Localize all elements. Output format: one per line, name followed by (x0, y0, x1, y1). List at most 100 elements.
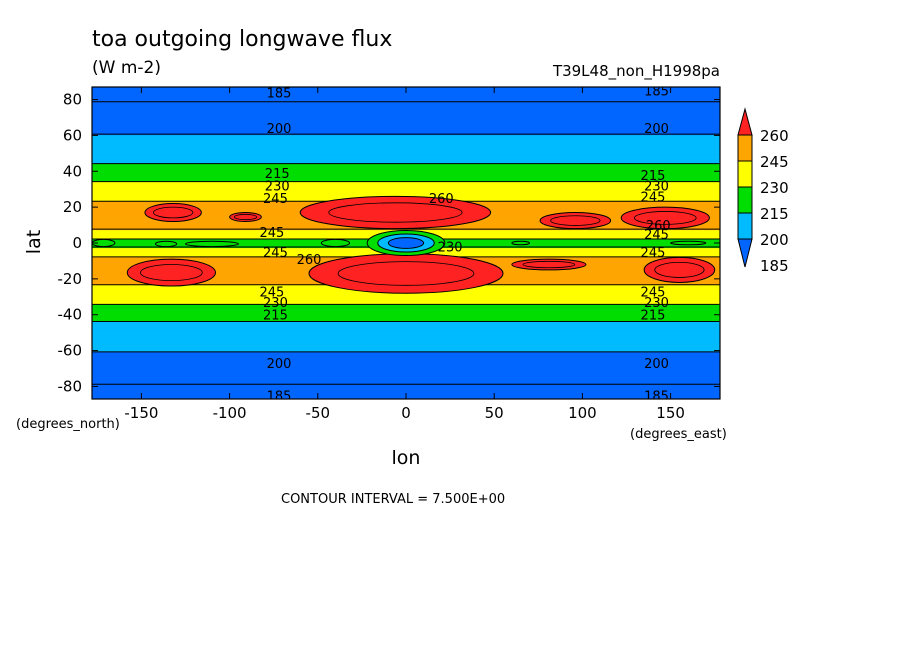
chart-units: (W m-2) (92, 58, 161, 78)
lat-band (92, 349, 720, 352)
y-tick-label: -80 (58, 377, 83, 395)
lat-band (92, 334, 720, 336)
lat-band (92, 158, 720, 161)
lat-band (92, 373, 720, 375)
lat-band (92, 366, 720, 369)
lat-band (92, 307, 720, 310)
cool-region (155, 240, 178, 248)
lat-band (92, 112, 720, 114)
lat-band (92, 385, 720, 388)
lat-band (92, 182, 720, 185)
y-tick-label: -60 (58, 342, 83, 360)
lat-band (92, 339, 720, 342)
lat-band (92, 121, 720, 123)
contour-label: 230 (644, 296, 669, 311)
lat-band (92, 98, 720, 101)
contour-label: 185 (267, 389, 292, 404)
cool-region (92, 238, 116, 248)
lat-band (92, 314, 720, 317)
lat-band (92, 319, 720, 321)
warm-region (620, 206, 710, 230)
lat-band (92, 187, 720, 189)
lat-band (92, 99, 720, 102)
lat-band (92, 293, 720, 295)
lat-band (92, 313, 720, 316)
warm-region-contour (140, 264, 203, 282)
lat-band (92, 377, 720, 379)
lat-band (92, 184, 720, 187)
lat-band (92, 135, 720, 137)
lat-band (92, 157, 720, 160)
lat-band (92, 356, 720, 359)
lat-band (92, 380, 720, 382)
lat-band (92, 103, 720, 105)
lat-band (92, 179, 720, 181)
cool-region (387, 237, 425, 249)
lat-band (92, 173, 720, 175)
lat-band (92, 140, 720, 143)
lat-band (92, 388, 720, 390)
lat-band (92, 355, 720, 358)
lat-band (92, 194, 720, 197)
colorbar-label: 185 (760, 257, 789, 275)
lat-band (92, 333, 720, 336)
lat-band (92, 118, 720, 120)
lat-band (92, 327, 720, 329)
lat-band (92, 358, 720, 361)
lat-band (92, 302, 720, 304)
contour-label: 230 (438, 241, 463, 256)
contour-label: 200 (644, 357, 669, 372)
lat-band (92, 104, 720, 106)
x-tick-label: 100 (568, 404, 597, 422)
lat-band (92, 354, 720, 356)
lat-band (92, 107, 720, 110)
lat-band (92, 93, 720, 95)
lat-band (92, 130, 720, 133)
lat-band (92, 114, 720, 117)
lat-band (92, 296, 720, 299)
contour-label: 245 (263, 192, 288, 207)
contour-label: 260 (297, 253, 322, 268)
colorbar-label: 215 (760, 205, 789, 223)
lat-band (92, 371, 720, 373)
lat-band (92, 106, 720, 109)
cool-region (184, 240, 239, 248)
y-tick-label: 60 (63, 126, 82, 144)
lat-band (92, 141, 720, 144)
lat-band (92, 342, 720, 345)
contour-label: 200 (267, 357, 292, 372)
lat-band (92, 381, 720, 383)
contour-label: 260 (429, 192, 454, 207)
lat-band (92, 155, 720, 157)
contour-label: 215 (263, 309, 288, 324)
contour-label: 245 (644, 228, 669, 243)
lat-band (92, 348, 720, 351)
y-axis-label: lat (23, 230, 45, 254)
lat-band (92, 96, 720, 99)
y-unit-label: (degrees_north) (16, 417, 120, 432)
lat-band (92, 343, 720, 345)
lat-band (92, 368, 720, 371)
contour-label: 185 (644, 85, 669, 100)
lat-band (92, 325, 720, 327)
lat-band (92, 128, 720, 130)
lat-band (92, 183, 720, 186)
y-tick-label: 20 (63, 198, 82, 216)
lat-band (92, 364, 720, 367)
lat-band (92, 134, 720, 137)
lat-band (92, 332, 720, 335)
lat-band (92, 149, 720, 152)
lat-band (92, 355, 720, 357)
lat-band (92, 178, 720, 180)
colorbar-label: 260 (760, 127, 789, 145)
lat-band (92, 312, 720, 315)
lat-band (92, 129, 720, 131)
lat-band (92, 132, 720, 135)
lat-band (92, 390, 720, 393)
lat-band (92, 111, 720, 113)
lat-band (92, 162, 720, 164)
lat-band (92, 147, 720, 150)
colorbar-label: 245 (760, 153, 789, 171)
lat-band (92, 145, 720, 147)
